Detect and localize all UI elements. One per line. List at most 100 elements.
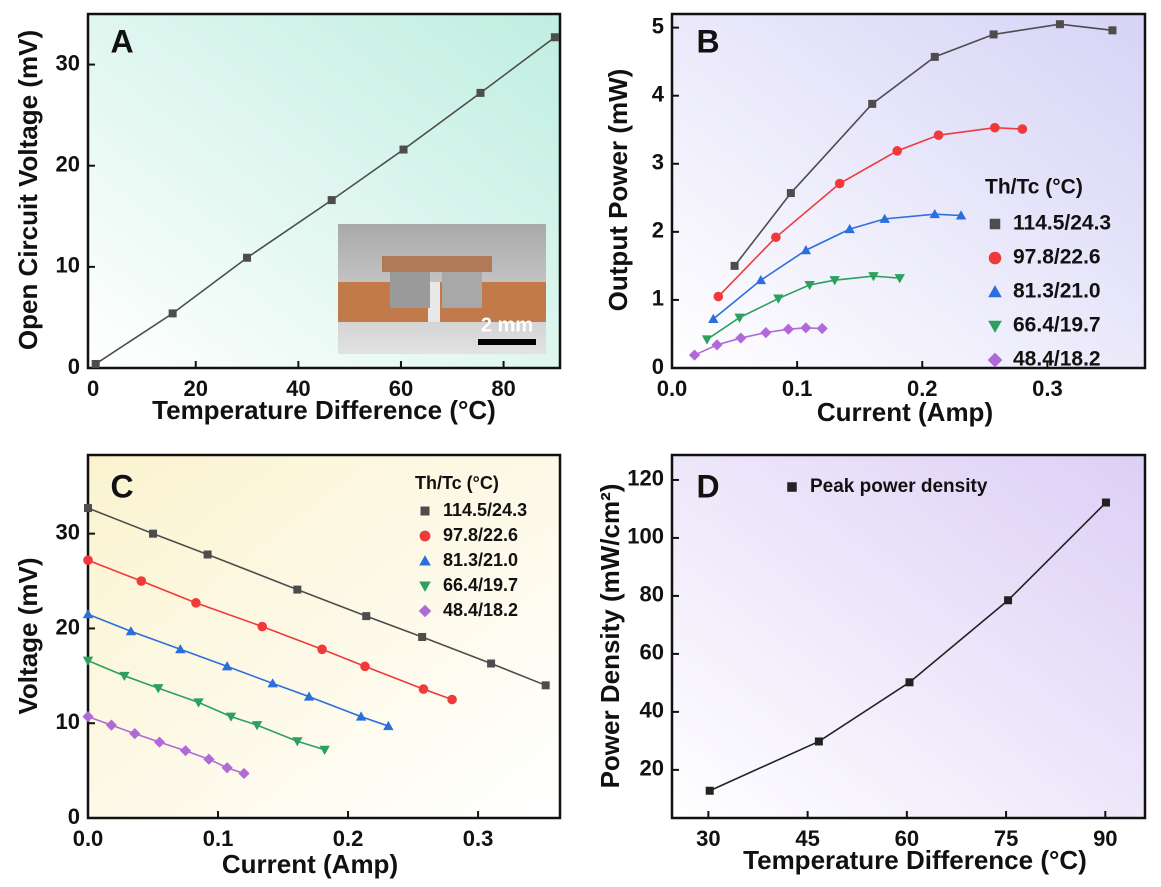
marker bbox=[153, 684, 164, 694]
marker bbox=[879, 213, 890, 223]
marker bbox=[708, 313, 719, 323]
marker bbox=[238, 767, 250, 780]
marker bbox=[735, 332, 747, 344]
marker bbox=[786, 189, 795, 198]
x-tick-label: 30 bbox=[696, 826, 720, 851]
legend-marker bbox=[419, 530, 431, 542]
plot-frame bbox=[86, 12, 562, 370]
marker bbox=[755, 274, 767, 285]
marker bbox=[225, 712, 237, 722]
y-tick-label: 30 bbox=[56, 50, 80, 75]
legend-label: 114.5/24.3 bbox=[443, 500, 527, 520]
marker bbox=[418, 684, 429, 694]
inset-leg bbox=[390, 270, 430, 308]
marker bbox=[221, 661, 233, 671]
scale-label: 2 mm bbox=[481, 314, 533, 336]
x-tick-label: 0.1 bbox=[203, 826, 234, 851]
legend-label: 81.3/21.0 bbox=[1013, 280, 1101, 303]
marker bbox=[1004, 596, 1013, 605]
legend-marker bbox=[988, 285, 1002, 298]
marker bbox=[1055, 20, 1064, 29]
y-tick-label: 0 bbox=[652, 354, 664, 379]
x-tick-label: 75 bbox=[994, 826, 1018, 851]
legend-marker bbox=[988, 320, 1002, 333]
marker bbox=[868, 99, 877, 108]
legend-marker bbox=[787, 482, 797, 492]
y-axis-label: Open Circuit Voltage (mV) bbox=[13, 30, 43, 350]
marker bbox=[168, 309, 177, 318]
y-axis-label: Power Density (mW/cm²) bbox=[595, 484, 625, 789]
marker bbox=[418, 632, 427, 641]
x-tick-label: 80 bbox=[491, 376, 515, 401]
y-tick-label: 10 bbox=[56, 253, 80, 278]
x-tick-label: 0.0 bbox=[73, 826, 104, 851]
plot-frame bbox=[670, 453, 1147, 820]
marker bbox=[257, 621, 268, 632]
y-axis-label: Voltage (mV) bbox=[13, 558, 43, 715]
x-tick-label: 60 bbox=[895, 826, 919, 851]
x-axis-label: Temperature Difference (°C) bbox=[152, 395, 496, 425]
inset-gap bbox=[428, 282, 440, 322]
plot-background bbox=[88, 455, 560, 818]
marker bbox=[303, 691, 315, 701]
y-tick-label: 0 bbox=[68, 354, 80, 379]
inset-leg bbox=[442, 270, 482, 308]
marker bbox=[933, 130, 944, 140]
legend-label: 97.8/22.6 bbox=[1013, 246, 1101, 269]
legend-label: Peak power density bbox=[810, 476, 988, 497]
marker bbox=[362, 612, 371, 621]
marker bbox=[221, 762, 233, 774]
x-tick-label: 0.2 bbox=[907, 376, 938, 401]
marker bbox=[193, 698, 204, 708]
marker bbox=[892, 146, 903, 156]
x-tick-label: 0.1 bbox=[782, 376, 813, 401]
marker bbox=[319, 745, 330, 755]
marker bbox=[701, 335, 713, 345]
marker bbox=[1101, 498, 1110, 507]
marker bbox=[251, 721, 263, 731]
y-tick-label: 20 bbox=[56, 152, 80, 177]
marker bbox=[816, 322, 828, 335]
marker bbox=[293, 585, 302, 594]
y-tick-label: 60 bbox=[640, 640, 664, 665]
marker bbox=[905, 678, 914, 687]
y-tick-label: 3 bbox=[652, 150, 664, 175]
marker bbox=[990, 122, 1000, 133]
marker bbox=[782, 323, 794, 335]
marker bbox=[327, 196, 336, 205]
y-tick-label: 30 bbox=[56, 519, 80, 544]
marker bbox=[476, 88, 485, 97]
marker bbox=[730, 261, 739, 270]
marker bbox=[203, 753, 215, 765]
marker bbox=[713, 291, 724, 302]
x-tick-label: 40 bbox=[286, 376, 310, 401]
panel-letter: B bbox=[696, 23, 719, 59]
marker bbox=[399, 145, 408, 154]
marker bbox=[149, 529, 158, 538]
marker bbox=[929, 208, 940, 219]
marker bbox=[930, 52, 939, 61]
marker bbox=[894, 274, 905, 284]
marker bbox=[804, 280, 815, 291]
panel-letter: D bbox=[696, 468, 719, 504]
panel-letter: A bbox=[110, 23, 133, 59]
y-tick-label: 5 bbox=[652, 13, 664, 38]
marker bbox=[705, 786, 714, 795]
marker bbox=[105, 719, 118, 731]
series-line bbox=[87, 507, 546, 687]
marker bbox=[292, 737, 303, 747]
marker bbox=[868, 272, 879, 282]
marker bbox=[834, 178, 845, 189]
y-tick-label: 2 bbox=[652, 218, 664, 243]
legend-label: 66.4/19.7 bbox=[443, 575, 518, 595]
legend-marker bbox=[418, 604, 432, 618]
marker bbox=[360, 661, 370, 672]
marker bbox=[175, 644, 186, 654]
series-line bbox=[87, 559, 453, 701]
y-tick-label: 4 bbox=[652, 82, 665, 107]
marker bbox=[1017, 124, 1028, 134]
marker bbox=[191, 598, 201, 608]
marker bbox=[734, 313, 745, 323]
y-tick-label: 20 bbox=[56, 614, 80, 639]
legend-label: 48.4/18.2 bbox=[1013, 348, 1101, 371]
